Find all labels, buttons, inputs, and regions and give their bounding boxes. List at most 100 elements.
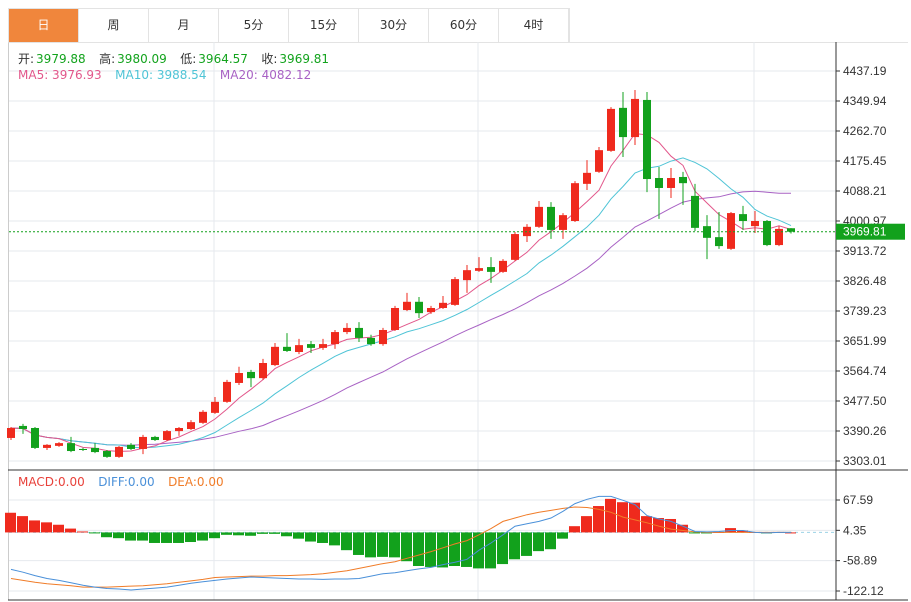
price-tick-label: 4262.70 [843, 124, 887, 138]
candle-body [343, 327, 351, 333]
candle [523, 224, 531, 242]
macd-bar [689, 532, 700, 534]
candle [727, 212, 735, 250]
candle [571, 181, 579, 223]
macd-bar [785, 532, 796, 534]
tab-4[interactable]: 15分 [289, 9, 359, 42]
candle-body [679, 176, 687, 184]
candle [631, 89, 639, 145]
ma10-value: MA10: 3988.54 [115, 68, 207, 82]
candle-body [547, 206, 555, 230]
candle-body [295, 345, 303, 352]
close-value: 3969.81 [279, 52, 330, 66]
price-tick-label: 3651.99 [843, 334, 887, 348]
open-label: 开: [18, 52, 35, 66]
macd-bar [437, 532, 448, 568]
candle-body [571, 183, 579, 221]
candle-body [403, 301, 411, 311]
macd-bar [665, 518, 676, 533]
tab-2[interactable]: 月 [149, 9, 219, 42]
candle-body [559, 215, 567, 230]
macd-bar [5, 512, 16, 533]
candle-body [55, 443, 63, 446]
macd-bar [29, 520, 40, 533]
candle [619, 92, 627, 158]
macd-bar [269, 532, 280, 534]
tab-6[interactable]: 60分 [429, 9, 499, 42]
macd-tick-label: 4.35 [843, 523, 867, 537]
candle [355, 322, 363, 343]
candle-body [319, 344, 327, 348]
candle [91, 443, 99, 454]
tab-5[interactable]: 30分 [359, 9, 429, 42]
candle [55, 442, 63, 447]
candle [451, 277, 459, 306]
candle-body [199, 411, 207, 423]
candle [679, 171, 687, 205]
candle [163, 430, 171, 442]
candle-body [187, 422, 195, 430]
candle-body [307, 344, 315, 348]
tab-1[interactable]: 周 [79, 9, 149, 42]
candle-body [7, 427, 15, 438]
tab-7[interactable]: 4时 [499, 9, 569, 42]
candle [751, 211, 759, 234]
candle [499, 259, 507, 273]
candle [559, 213, 567, 239]
price-tick-label: 4349.94 [843, 94, 887, 108]
candle-body [775, 228, 783, 246]
macd-bar [185, 532, 196, 543]
candle [175, 426, 183, 436]
candle-body [439, 302, 447, 308]
candle [43, 444, 51, 450]
candle-body [43, 444, 51, 448]
candle-body [451, 279, 459, 305]
candle [79, 447, 87, 452]
macd-bar [317, 532, 328, 543]
candle [331, 329, 339, 349]
candle-body [655, 178, 663, 188]
tab-3[interactable]: 5分 [219, 9, 289, 42]
ma20-value: MA20: 4082.12 [219, 68, 312, 82]
macd-bar [593, 506, 604, 533]
macd-bar [221, 532, 232, 535]
candle-body [379, 329, 387, 345]
candle-body [331, 332, 339, 345]
candle-body [607, 108, 615, 151]
macd-bar [557, 532, 568, 539]
macd-bar [125, 532, 136, 541]
tab-0[interactable]: 日 [9, 9, 79, 42]
macd-bar [341, 532, 352, 551]
candle [703, 215, 711, 260]
macd-bar [149, 532, 160, 543]
candle [403, 292, 411, 312]
candle-body [415, 301, 423, 314]
price-tick-label: 3477.50 [843, 394, 887, 408]
period-tabs: 日周月 5分 15分 30分 60分 4时 [8, 8, 570, 42]
candle-body [127, 444, 135, 449]
candle [511, 231, 519, 261]
price-tick-label: 3913.72 [843, 244, 887, 258]
macd-bar [305, 532, 316, 542]
dea-value: DEA:0.00 [168, 475, 224, 489]
open-value: 3979.88 [36, 52, 86, 66]
candle-body [787, 228, 795, 232]
candle-body [463, 270, 471, 281]
candle [475, 257, 483, 272]
low-label: 低: [180, 52, 197, 66]
macd-readout: MACD:0.00 DIFF:0.00 DEA:0.00 [18, 475, 226, 489]
candle-body [475, 268, 483, 271]
candle-body [631, 98, 639, 138]
macd-bar [485, 532, 496, 569]
candle [379, 327, 387, 346]
candle [487, 257, 495, 283]
candle-body [499, 260, 507, 272]
macd-bar [53, 524, 64, 533]
macd-bar [545, 532, 556, 550]
candle-body [271, 346, 279, 366]
candle [307, 340, 315, 354]
candle-body [91, 447, 99, 453]
candle [439, 295, 447, 310]
macd-bar [581, 516, 592, 533]
